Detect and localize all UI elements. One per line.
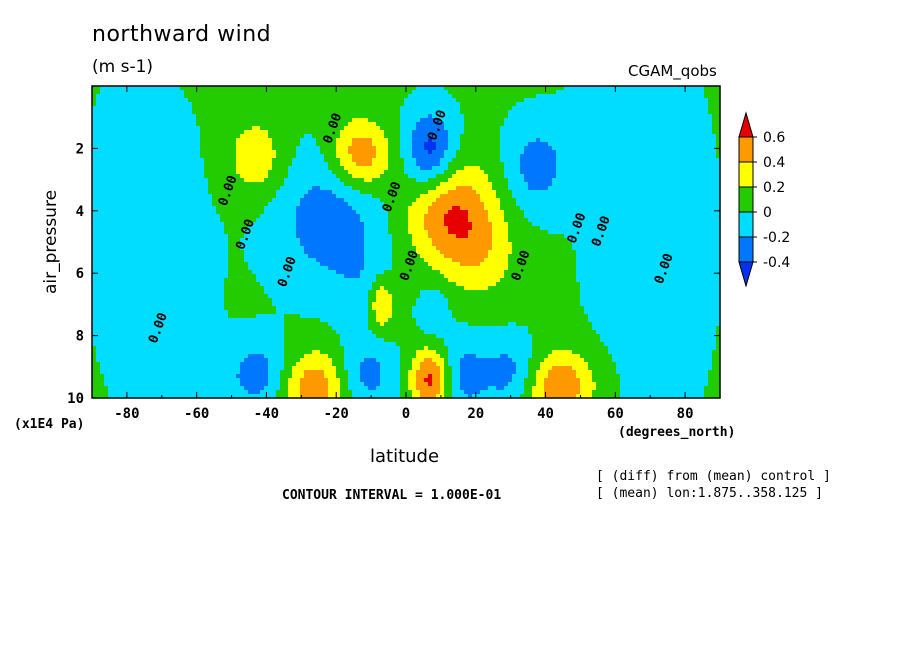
y-tick-label: 10 xyxy=(67,391,84,407)
x-axis-label: latitude xyxy=(370,446,440,467)
x-tick-label: -80 xyxy=(114,406,139,422)
y-tick-label: 6 xyxy=(76,266,84,282)
x-tick-label: -60 xyxy=(184,406,209,422)
x-tick-label: -40 xyxy=(254,406,279,422)
y-tick-label: 4 xyxy=(76,204,84,220)
chart-title: northward wind xyxy=(92,22,272,47)
colorbar-segment xyxy=(738,186,754,213)
colorbar-label: 0.2 xyxy=(763,180,785,196)
x-tick-label: 40 xyxy=(537,406,554,422)
note-diff: [ (diff) from (mean) control ] xyxy=(596,469,831,484)
colorbar-label: -0.2 xyxy=(763,230,790,246)
x-axis-units: (degrees_north) xyxy=(618,425,736,440)
note-mean: [ (mean) lon:1.875..358.125 ] xyxy=(596,486,823,501)
y-axis-units: (x1E4 Pa) xyxy=(14,417,85,432)
x-tick-label: 60 xyxy=(607,406,624,422)
x-tick-label: 20 xyxy=(467,406,484,422)
colorbar-segment xyxy=(738,236,754,263)
dataset-label: CGAM_qobs xyxy=(628,62,717,80)
colorbar-min-arrow xyxy=(738,261,754,288)
colorbar-label: 0 xyxy=(763,205,772,221)
colorbar: 0.6 0.4 0.2 0 -0.2 -0.4 xyxy=(738,111,790,288)
y-axis-label: air_pressure xyxy=(41,190,61,294)
x-tick-label: 80 xyxy=(677,406,694,422)
colorbar-label: 0.4 xyxy=(763,155,785,171)
colorbar-max-arrow xyxy=(738,111,754,138)
colorbar-segment xyxy=(738,161,754,188)
contour-interval: CONTOUR INTERVAL = 1.000E-01 xyxy=(282,488,502,503)
colorbar-label: 0.6 xyxy=(763,130,785,146)
y-tick-label: 2 xyxy=(76,141,84,157)
y-axis: 2 4 6 8 10 air_pressure xyxy=(41,141,720,407)
plot-area: 0.000.000.000.000.000.000.000.000.000.00… xyxy=(91,85,721,399)
x-tick-label: -20 xyxy=(324,406,349,422)
colorbar-segment xyxy=(738,136,754,163)
colorbar-label: -0.4 xyxy=(763,255,790,271)
y-tick-label: 8 xyxy=(76,329,84,345)
chart-units: (m s-1) xyxy=(92,57,154,77)
colorbar-segment xyxy=(738,211,754,238)
x-axis: -80 -60 -40 -20 0 20 40 60 80 xyxy=(91,86,721,422)
x-tick-label: 0 xyxy=(402,406,410,422)
